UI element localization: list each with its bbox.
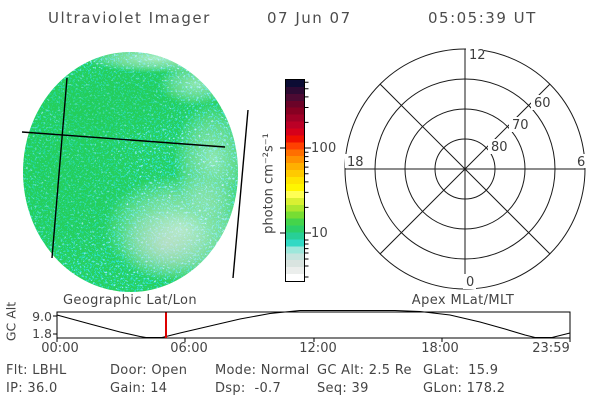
xtick-0600: 06:00	[170, 341, 208, 356]
xtick-2359: 23:59	[532, 341, 570, 356]
grid-line-meridian-left	[51, 77, 68, 259]
disk-shading	[23, 52, 238, 284]
gc-alt-axis-label: GC Alt	[3, 301, 19, 342]
status-seq: Seq: 39	[317, 381, 369, 396]
ytick-1-8: 1.8	[32, 326, 52, 341]
polar-labels: 12 18 6 0 60 70 80	[345, 47, 587, 290]
mlt-label-18: 18	[347, 155, 364, 170]
colorbar-tick-100: 100	[311, 141, 337, 156]
x-axis-ticks	[56, 338, 571, 342]
status-mode: Mode: Normal	[215, 363, 310, 378]
mlat-label-60: 60	[534, 96, 551, 111]
ytick-9: 9.0	[32, 309, 52, 324]
gc-alt-curve	[56, 309, 571, 339]
grid-line-meridian-right	[232, 109, 249, 279]
polar-grid	[344, 48, 586, 290]
colorbar-gradient	[285, 79, 305, 282]
status-gain: Gain: 14	[110, 381, 168, 396]
polar-spokes	[345, 49, 585, 289]
mlat-label-80: 80	[491, 140, 508, 155]
mlat-label-70: 70	[512, 118, 529, 133]
colorbar-right-ticks	[305, 81, 311, 278]
xtick-1200: 12:00	[299, 341, 337, 356]
colorbar-unit-label: photon cm⁻²s⁻¹	[261, 133, 277, 234]
status-door: Door: Open	[110, 363, 188, 378]
xtick-0000: 00:00	[41, 341, 79, 356]
status-filter: Flt: LBHL	[6, 363, 67, 378]
mlt-label-0: 0	[466, 275, 474, 290]
polar-plot-caption: Apex MLat/MLT	[411, 293, 515, 308]
app-title: Ultraviolet Imager	[48, 9, 211, 27]
date-readout: 07 Jun 07	[267, 9, 352, 27]
colorbar-left-ticks	[280, 147, 285, 234]
status-ip: IP: 36.0	[6, 381, 58, 396]
grid-line-parallel	[21, 131, 226, 148]
status-glat: GLat: 15.9	[423, 363, 499, 378]
xtick-1800: 18:00	[421, 341, 459, 356]
status-glon: GLon: 178.2	[423, 381, 506, 396]
polar-mlat-mlt-plot: 12 18 6 0 60 70 80	[344, 47, 587, 290]
time-readout: 05:05:39 UT	[428, 9, 537, 27]
status-gc-alt: GC Alt: 2.5 Re	[317, 363, 412, 378]
mlt-label-6: 6	[577, 155, 585, 170]
mlt-label-12: 12	[469, 48, 486, 63]
uv-disk-image	[21, 52, 249, 292]
colorbar-tick-10: 10	[311, 226, 328, 241]
chart-frame	[56, 311, 571, 339]
gc-alt-strip-chart	[53, 309, 571, 342]
y-axis-ticks	[53, 315, 57, 335]
uv-image-caption: Geographic Lat/Lon	[62, 293, 198, 308]
status-dsp: Dsp: -0.7	[215, 381, 282, 396]
